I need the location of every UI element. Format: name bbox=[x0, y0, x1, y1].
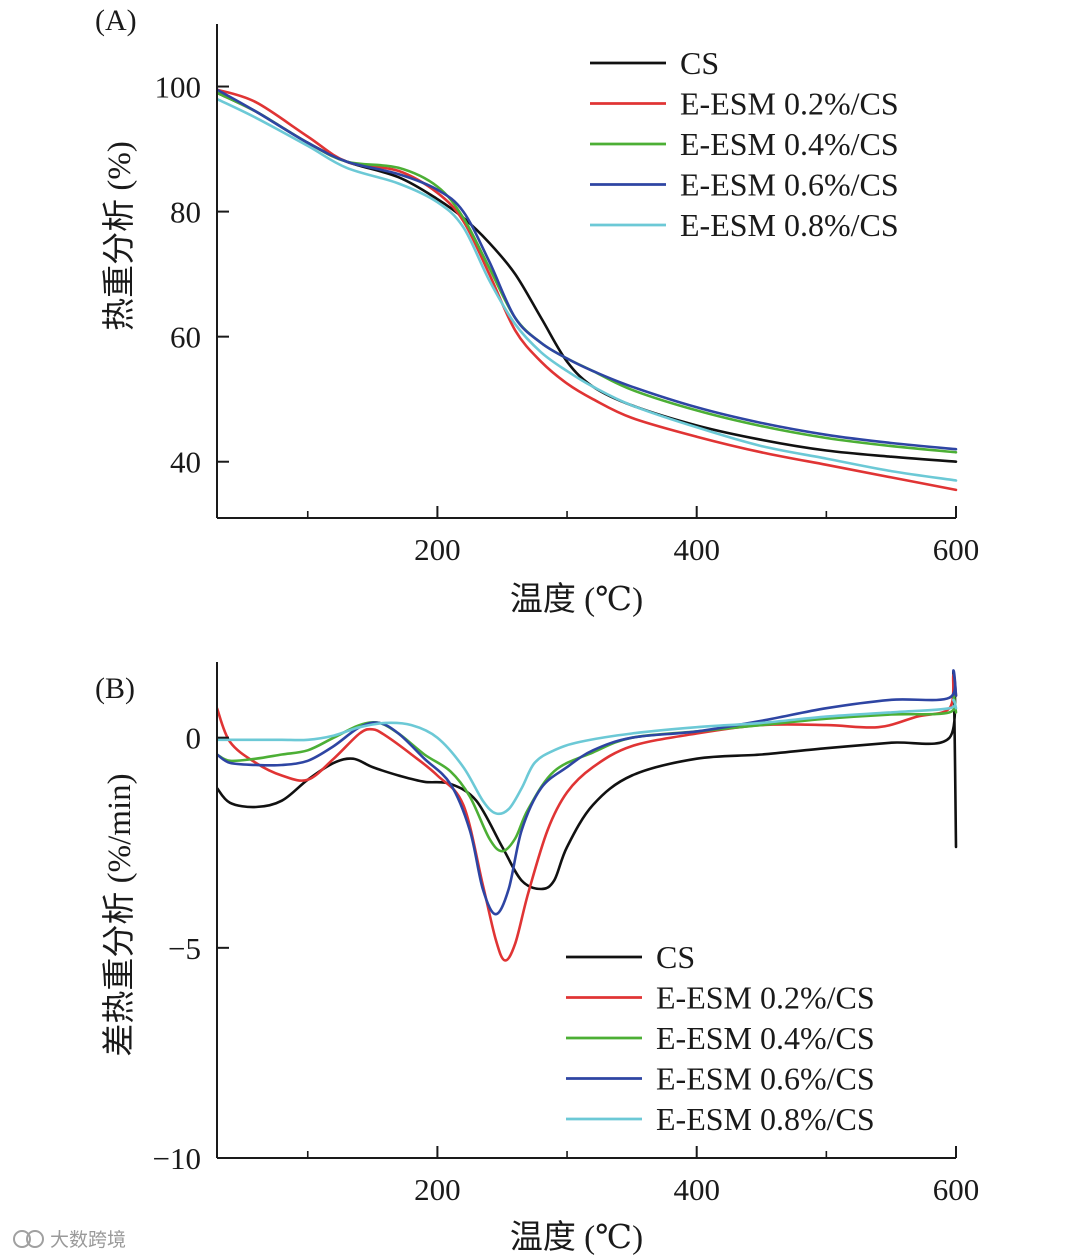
legend-label: E-ESM 0.2%/CS bbox=[656, 980, 875, 1016]
watermark-text: 大数跨境 bbox=[50, 1229, 126, 1251]
watermark: 大数跨境 bbox=[13, 1229, 126, 1251]
y-tick-label: 60 bbox=[170, 320, 201, 355]
watermark-logo-icon bbox=[13, 1230, 31, 1248]
legend-label: E-ESM 0.8%/CS bbox=[656, 1101, 875, 1137]
y-tick-label: 80 bbox=[170, 195, 201, 230]
x-tick-label: 200 bbox=[414, 532, 461, 567]
series-line-4 bbox=[217, 88, 958, 451]
series-line-5 bbox=[217, 698, 958, 816]
legend-label: E-ESM 0.8%/CS bbox=[680, 207, 899, 243]
legend-label: E-ESM 0.6%/CS bbox=[656, 1061, 875, 1097]
legend: CS E-ESM 0.2%/CS E-ESM 0.4%/CS E-ESM 0.6%/C… bbox=[566, 939, 875, 1137]
series-line-3 bbox=[217, 694, 958, 853]
x-tick-label: 600 bbox=[933, 1172, 980, 1207]
watermark-logo-icon-ring bbox=[26, 1230, 44, 1248]
x-axis-label: 温度 (℃) bbox=[510, 581, 643, 618]
chart-panel-b: 200 400 600 −10 −5 0 温度 (℃) 差热重分析 (%/min) (B) CS E… bbox=[95, 662, 979, 1256]
legend: CS E-ESM 0.2%/CS E-ESM 0.4%/CS E-ESM 0.6%/C… bbox=[590, 45, 899, 243]
legend-label: E-ESM 0.6%/CS bbox=[680, 167, 899, 203]
y-tick-label: 40 bbox=[170, 445, 201, 480]
series-line-2 bbox=[217, 673, 958, 962]
y-tick-label: −5 bbox=[168, 931, 201, 966]
y-axis-label: 差热重分析 (%/min) bbox=[101, 773, 138, 1056]
panel-label: (A) bbox=[95, 4, 137, 37]
legend-label: CS bbox=[680, 45, 719, 81]
legend-label: E-ESM 0.4%/CS bbox=[656, 1020, 875, 1056]
y-tick-label: 0 bbox=[186, 721, 202, 756]
x-tick-label: 400 bbox=[673, 532, 720, 567]
y-axis-label: 热重分析 (%) bbox=[101, 141, 138, 331]
series-line-5 bbox=[217, 97, 958, 482]
legend-label: E-ESM 0.4%/CS bbox=[680, 126, 899, 162]
x-tick-label: 400 bbox=[673, 1172, 720, 1207]
panel-label: (B) bbox=[95, 672, 135, 705]
y-tick-label: 100 bbox=[155, 70, 202, 105]
y-tick-label: −10 bbox=[153, 1141, 201, 1176]
x-axis-label: 温度 (℃) bbox=[510, 1219, 643, 1256]
legend-label: E-ESM 0.2%/CS bbox=[680, 86, 899, 122]
chart-panel-a: 200 400 600 40 60 80 100 温度 (℃) 热重分析 (%) (A) CS E-E… bbox=[95, 4, 979, 618]
x-tick-label: 600 bbox=[933, 532, 980, 567]
x-tick-label: 200 bbox=[414, 1172, 461, 1207]
legend-label: CS bbox=[656, 939, 695, 975]
series-line-4 bbox=[217, 669, 958, 916]
